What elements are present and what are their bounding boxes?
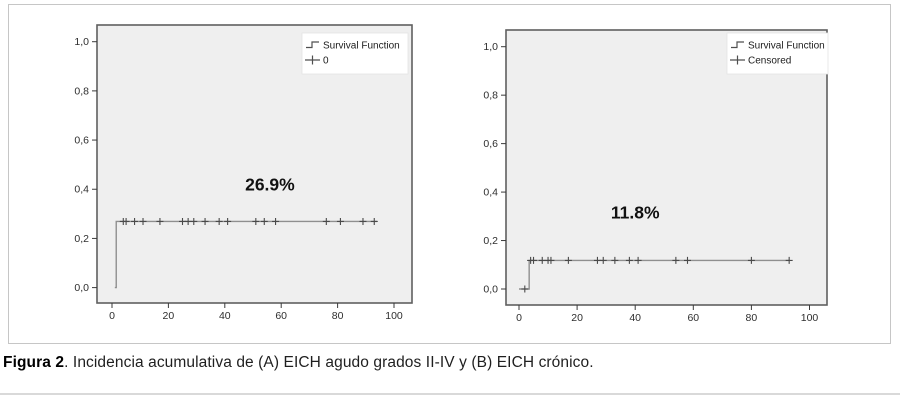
figure-caption: Figura 2. Incidencia acumulativa de (A) … xyxy=(3,354,883,372)
censor-mark xyxy=(272,217,280,225)
censor-mark xyxy=(370,217,378,225)
legend-box xyxy=(726,32,829,75)
step-line-icon xyxy=(306,41,319,49)
plot-area xyxy=(505,29,828,306)
censor-mark xyxy=(530,256,538,264)
censor-mark xyxy=(201,217,209,225)
censor-mark xyxy=(634,256,642,264)
censor-mark xyxy=(156,217,164,225)
x-tick-label: 100 xyxy=(801,312,819,324)
x-tick-label: 60 xyxy=(687,312,699,324)
censor-mark xyxy=(564,256,572,264)
y-tick-label: 0,0 xyxy=(74,282,89,294)
panel-A: 0,0 0,2 0,4 0,6 0,8 1,0 0 20 40 60 80 100 26.9% Survi… xyxy=(74,24,413,322)
legend-box xyxy=(301,32,409,75)
plateau-annotation: 26.9% xyxy=(245,174,295,194)
censor-mark xyxy=(131,217,139,225)
censor-mark xyxy=(122,217,130,225)
survival-curve xyxy=(114,220,378,289)
figure-caption-label: Figura 2 xyxy=(3,354,65,371)
censor-mark xyxy=(359,217,367,225)
censor-mark xyxy=(785,256,793,264)
x-tick-label: 80 xyxy=(332,310,344,322)
x-tick-label: 60 xyxy=(275,310,287,322)
legend-item-label: Censored xyxy=(748,56,791,67)
step-line-icon xyxy=(731,41,744,49)
legend: Survival Function Censored xyxy=(726,32,829,75)
y-tick-label: 1,0 xyxy=(483,41,498,53)
y-tick-label: 0,4 xyxy=(483,187,498,199)
censor-mark xyxy=(190,217,198,225)
x-tick-label: 0 xyxy=(109,310,115,322)
x-tick-label: 20 xyxy=(571,312,583,324)
censor-mark xyxy=(672,256,680,264)
x-tick-label: 40 xyxy=(219,310,231,322)
figure-caption-text: . Incidencia acumulativa de (A) EICH agu… xyxy=(64,354,594,371)
legend-item-label: Survival Function xyxy=(323,41,400,52)
censor-mark xyxy=(747,256,755,264)
y-tick-label: 0,8 xyxy=(74,85,89,97)
censor-mark xyxy=(599,256,607,264)
survival-plots-svg: 0,0 0,2 0,4 0,6 0,8 1,0 0 20 40 60 80 100 26.9% Survi… xyxy=(74,24,829,324)
plateau-annotation: 11.8% xyxy=(611,203,660,223)
plus-icon xyxy=(730,55,745,65)
censor-mark xyxy=(139,217,147,225)
plus-icon xyxy=(305,55,320,65)
x-tick-label: 100 xyxy=(385,310,403,322)
x-tick-label: 80 xyxy=(746,312,758,324)
y-tick-label: 0,6 xyxy=(483,138,498,150)
censor-mark xyxy=(322,217,330,225)
censor-mark xyxy=(252,217,260,225)
panel-B: 0,0 0,2 0,4 0,6 0,8 1,0 0 20 40 60 80 100 11.8% Survi… xyxy=(483,29,829,324)
y-tick-label: 1,0 xyxy=(74,36,89,48)
x-tick-label: 40 xyxy=(629,312,641,324)
y-tick-label: 0,4 xyxy=(74,184,89,196)
censor-mark xyxy=(625,256,633,264)
x-tick-label: 0 xyxy=(516,312,522,324)
y-tick-label: 0,8 xyxy=(483,90,498,102)
legend: Survival Function 0 xyxy=(301,32,409,75)
y-tick-label: 0,2 xyxy=(74,233,89,245)
censor-mark xyxy=(260,217,268,225)
censor-mark xyxy=(336,217,344,225)
y-tick-label: 0,6 xyxy=(74,135,89,147)
censor-mark xyxy=(224,217,232,225)
x-tick-label: 20 xyxy=(163,310,175,322)
legend-item-label: Survival Function xyxy=(748,41,825,52)
censor-mark xyxy=(547,256,555,264)
y-tick-label: 0,2 xyxy=(483,235,498,247)
censor-mark xyxy=(215,217,223,225)
censor-mark xyxy=(611,256,619,264)
legend-item-label: 0 xyxy=(323,56,329,67)
y-tick-label: 0,0 xyxy=(483,284,498,296)
bottom-divider xyxy=(0,393,900,395)
censor-mark xyxy=(683,256,691,264)
censor-mark xyxy=(521,285,529,293)
